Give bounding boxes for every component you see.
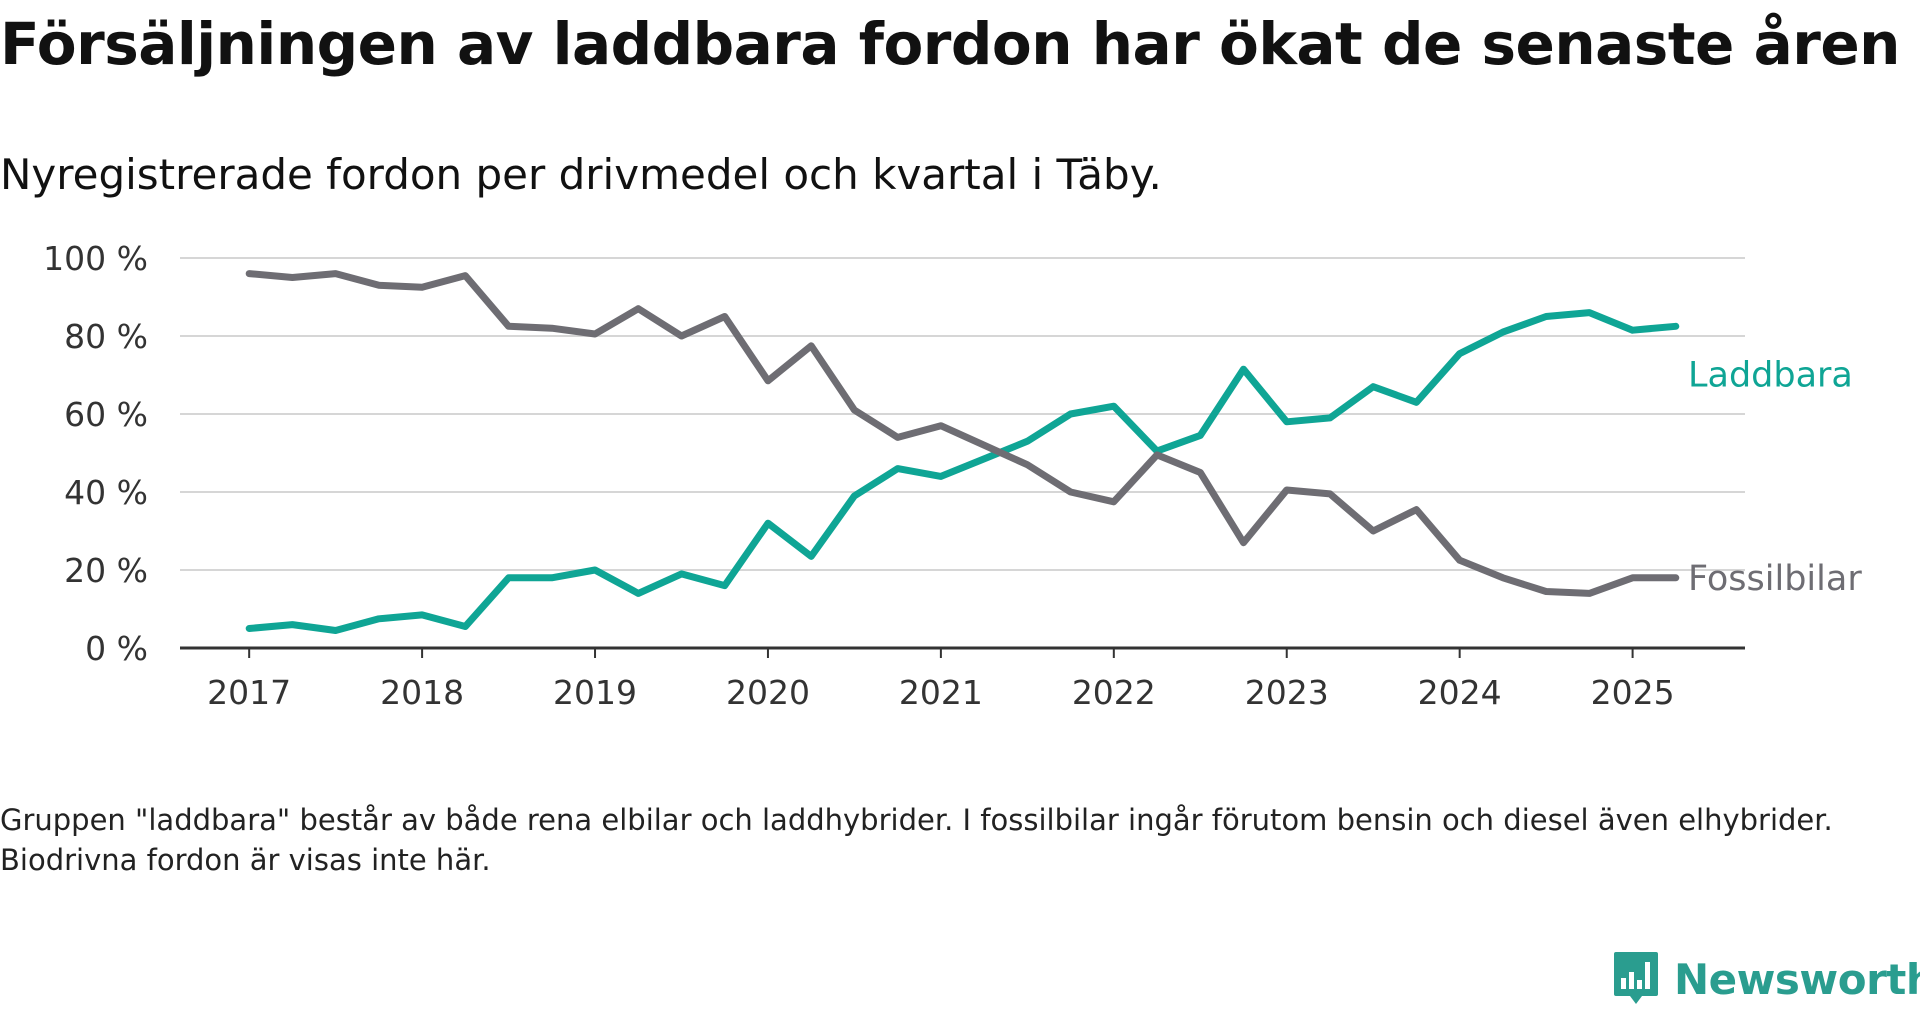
footnote: Gruppen "laddbara" består av både rena e…	[0, 803, 1833, 877]
chart-title: Försäljningen av laddbara fordon har öka…	[0, 10, 1900, 78]
y-tick-label: 60 %	[64, 395, 148, 434]
y-axis: 0 % 20 % 40 % 60 % 80 % 100 %	[43, 239, 148, 668]
y-tick-label: 20 %	[64, 551, 148, 590]
x-tick-label: 2018	[380, 673, 464, 712]
x-axis: 2017 2018 2019 2020 2021 2022 2023 2024 2025	[180, 646, 1745, 712]
x-tick-label: 2020	[726, 673, 810, 712]
chart-subtitle: Nyregistrerade fordon per drivmedel och …	[0, 150, 1162, 199]
newsworthy-logo[interactable]: Newsworthy	[1612, 950, 1920, 1008]
grid-lines	[180, 257, 1745, 571]
x-tick-label: 2024	[1418, 673, 1502, 712]
y-tick-label: 100 %	[43, 239, 148, 278]
y-tick-label: 0 %	[85, 629, 148, 668]
x-tick-label: 2021	[899, 673, 983, 712]
series-line-laddbara	[245, 309, 1680, 634]
x-tick-label: 2025	[1591, 673, 1675, 712]
logo-text: Newsworthy	[1674, 954, 1920, 1004]
x-tick-label: 2019	[553, 673, 637, 712]
series-lines	[245, 270, 1680, 634]
series-label-fossilbilar: Fossilbilar	[1688, 559, 1862, 599]
x-tick-label: 2017	[207, 673, 291, 712]
newsworthy-logo-icon	[1614, 952, 1658, 1004]
series-label-laddbara: Laddbara	[1688, 355, 1853, 395]
y-tick-label: 80 %	[64, 317, 148, 356]
x-tick-label: 2023	[1245, 673, 1329, 712]
series-labels: Laddbara Fossilbilar	[1688, 355, 1862, 599]
series-line-fossilbilar	[245, 270, 1680, 597]
x-tick-label: 2022	[1072, 673, 1156, 712]
y-tick-label: 40 %	[64, 473, 148, 512]
line-chart: 0 % 20 % 40 % 60 % 80 % 100 % 2017 2018 2019 202…	[43, 239, 1862, 712]
